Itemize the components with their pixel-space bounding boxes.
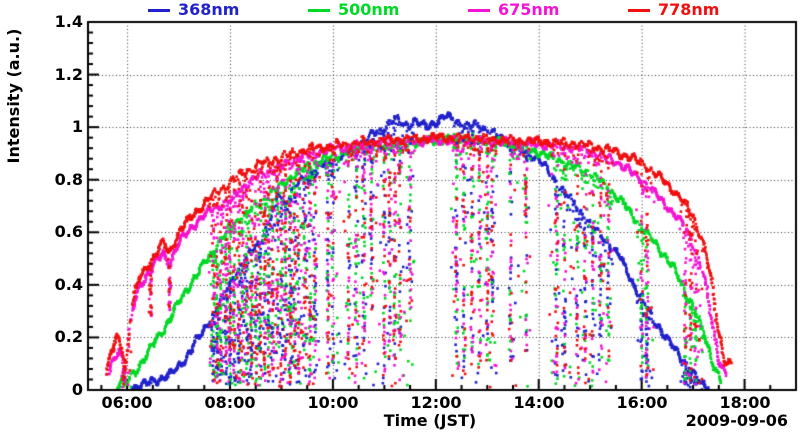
y-tick-label-1: 1 <box>71 117 83 136</box>
legend-line-swatch-500nm <box>308 8 330 12</box>
legend-label-675nm: 675nm <box>498 0 560 19</box>
x-tick-label-1000: 10:00 <box>307 393 359 412</box>
legend-line-swatch-368nm <box>148 8 170 12</box>
x-tick-label-1600: 16:00 <box>616 393 668 412</box>
x-tick-label-1200: 12:00 <box>410 393 462 412</box>
legend-line-swatch-675nm <box>468 8 490 12</box>
y-tick-label-0-2: 0.2 <box>54 327 83 346</box>
legend-item-778nm: 778nm <box>628 0 719 20</box>
x-tick-label-0800: 08:00 <box>204 393 256 412</box>
legend-item-368nm: 368nm <box>148 0 239 20</box>
y-tick-label-0-8: 0.8 <box>54 170 83 189</box>
y-tick-label-0: 0 <box>71 380 83 399</box>
x-tick-label-0600: 06:00 <box>101 393 153 412</box>
chart-legend: 368nm 500nm 675nm 778nm <box>0 0 800 20</box>
legend-label-778nm: 778nm <box>658 0 720 19</box>
date-annotation: 2009-09-06 <box>685 411 788 430</box>
legend-line-swatch-778nm <box>628 8 650 12</box>
y-tick-label-0-6: 0.6 <box>54 222 83 241</box>
x-axis-title: Time (JST) <box>383 411 477 430</box>
legend-item-500nm: 500nm <box>308 0 399 20</box>
y-tick-label-0-4: 0.4 <box>54 275 83 294</box>
y-tick-label-1-4: 1.4 <box>54 12 83 31</box>
x-tick-label-1400: 14:00 <box>513 393 565 412</box>
legend-label-368nm: 368nm <box>178 0 240 19</box>
legend-label-500nm: 500nm <box>338 0 400 19</box>
y-tick-label-1-2: 1.2 <box>54 65 83 84</box>
y-axis-title: Intensity (a.u.) <box>4 28 23 164</box>
x-tick-label-1800: 18:00 <box>719 393 771 412</box>
legend-item-675nm: 675nm <box>468 0 559 20</box>
